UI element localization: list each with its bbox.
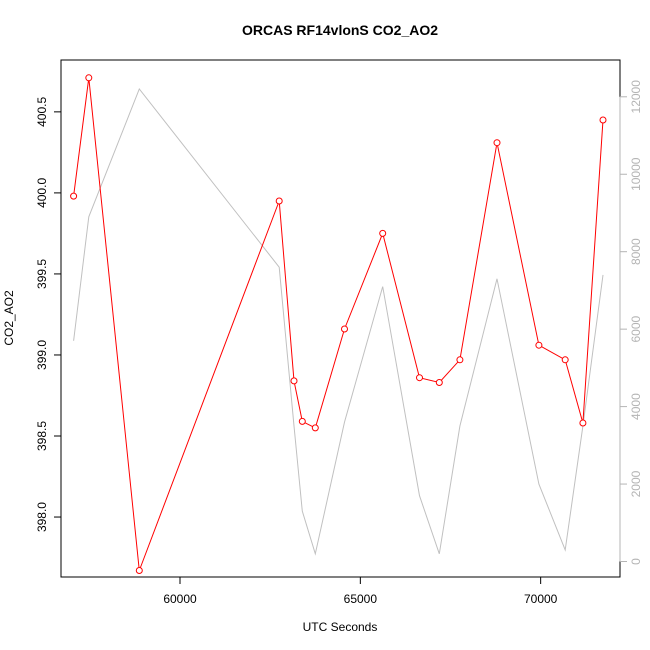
data-point <box>298 417 306 425</box>
y-axis-left: 398.0 398.5 399.0 399.5 400.0 400.5 <box>35 97 62 532</box>
y-axis-right: 0 2000 4000 6000 8000 10000 12000 <box>619 80 643 565</box>
data-point <box>70 192 78 200</box>
data-point <box>561 356 569 364</box>
data-point <box>599 116 607 124</box>
y2-tick-label: 2000 <box>629 470 643 497</box>
plot-frame <box>60 59 621 578</box>
data-point <box>341 325 348 333</box>
y2-tick-label: 12000 <box>629 80 643 114</box>
y-axis-title: CO2_AO2 <box>2 290 16 346</box>
series-layer <box>70 74 607 574</box>
chart-title: ORCAS RF14vlonS CO2_AO2 <box>242 22 438 38</box>
x-tick-label: 65000 <box>344 592 378 606</box>
x-axis-title: UTC Seconds <box>303 620 378 634</box>
y2-tick-label: 6000 <box>629 315 643 342</box>
data-point <box>493 139 501 147</box>
data-point <box>579 419 587 427</box>
data-point <box>456 356 464 364</box>
data-point <box>85 74 93 82</box>
data-point <box>535 341 543 349</box>
y2-tick-label: 0 <box>629 558 643 565</box>
data-point <box>435 379 443 386</box>
y2-tick-label: 4000 <box>629 393 643 420</box>
y-tick-label: 399.5 <box>35 259 49 289</box>
y2-tick-label: 10000 <box>629 157 643 191</box>
y2-tick-label: 8000 <box>629 238 643 265</box>
series-left-line <box>73 77 604 571</box>
data-point <box>135 567 143 574</box>
y-tick-label: 400.5 <box>35 97 49 127</box>
data-point <box>379 229 387 237</box>
data-point <box>311 424 319 432</box>
data-point <box>290 377 298 385</box>
x-tick-label: 60000 <box>163 592 197 606</box>
y-tick-label: 398.5 <box>35 421 49 451</box>
data-point <box>416 374 423 382</box>
y-tick-label: 398.0 <box>35 502 49 532</box>
y-tick-label: 400.0 <box>35 178 49 208</box>
series-right-line <box>73 88 604 556</box>
data-point <box>275 197 283 205</box>
x-axis: 60000 65000 70000 <box>163 576 558 606</box>
y-tick-label: 399.0 <box>35 340 49 370</box>
x-tick-label: 70000 <box>524 592 558 606</box>
